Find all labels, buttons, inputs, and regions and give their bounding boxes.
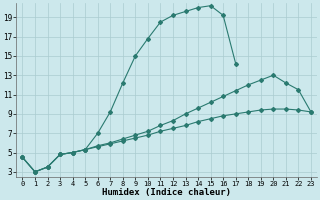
X-axis label: Humidex (Indice chaleur): Humidex (Indice chaleur) bbox=[102, 188, 231, 197]
